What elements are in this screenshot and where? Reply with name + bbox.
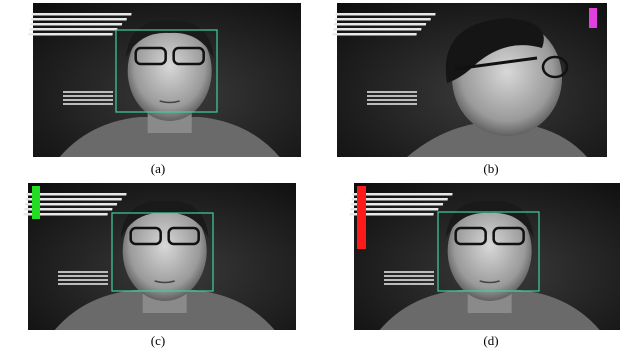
caption: (a)	[151, 161, 165, 176]
ceiling-light	[335, 18, 431, 21]
ceiling-light	[31, 13, 131, 16]
ceiling-light	[352, 193, 452, 196]
caption: (c)	[151, 333, 165, 348]
ceiling-light	[367, 91, 417, 93]
ceiling-light	[58, 279, 108, 281]
ceiling-light	[335, 13, 435, 16]
photo	[23, 183, 296, 330]
status-indicator	[357, 186, 366, 249]
ceiling-light	[334, 23, 426, 26]
ceiling-light	[384, 271, 434, 273]
ceiling-light	[58, 275, 108, 277]
ceiling-light	[333, 28, 421, 31]
ceiling-light	[58, 283, 108, 285]
photo	[28, 3, 301, 157]
status-indicator	[589, 8, 597, 28]
status-indicator	[32, 186, 40, 219]
ceiling-light	[63, 95, 113, 97]
ceiling-light	[332, 33, 416, 36]
panels	[23, 3, 620, 330]
page: {"panels": [ {"caption": "(a)"}, {"capti…	[0, 0, 636, 356]
caption: (b)	[483, 161, 498, 176]
ceiling-light	[367, 99, 417, 101]
ceiling-light	[30, 23, 122, 26]
photo	[349, 183, 620, 330]
ceiling-light	[58, 271, 108, 273]
ceiling-light	[29, 28, 117, 31]
photo	[332, 3, 607, 157]
ceiling-light	[384, 283, 434, 285]
ceiling-light	[28, 33, 112, 36]
ceiling-light	[63, 99, 113, 101]
ceiling-light	[31, 18, 127, 21]
ceiling-light	[367, 103, 417, 105]
ceiling-light	[26, 193, 126, 196]
ceiling-light	[384, 279, 434, 281]
figure: (a) (b) (c) (d)	[0, 0, 636, 356]
ceiling-light	[63, 103, 113, 105]
ceiling-light	[384, 275, 434, 277]
caption: (d)	[483, 333, 498, 348]
ceiling-light	[63, 91, 113, 93]
ceiling-light	[367, 95, 417, 97]
